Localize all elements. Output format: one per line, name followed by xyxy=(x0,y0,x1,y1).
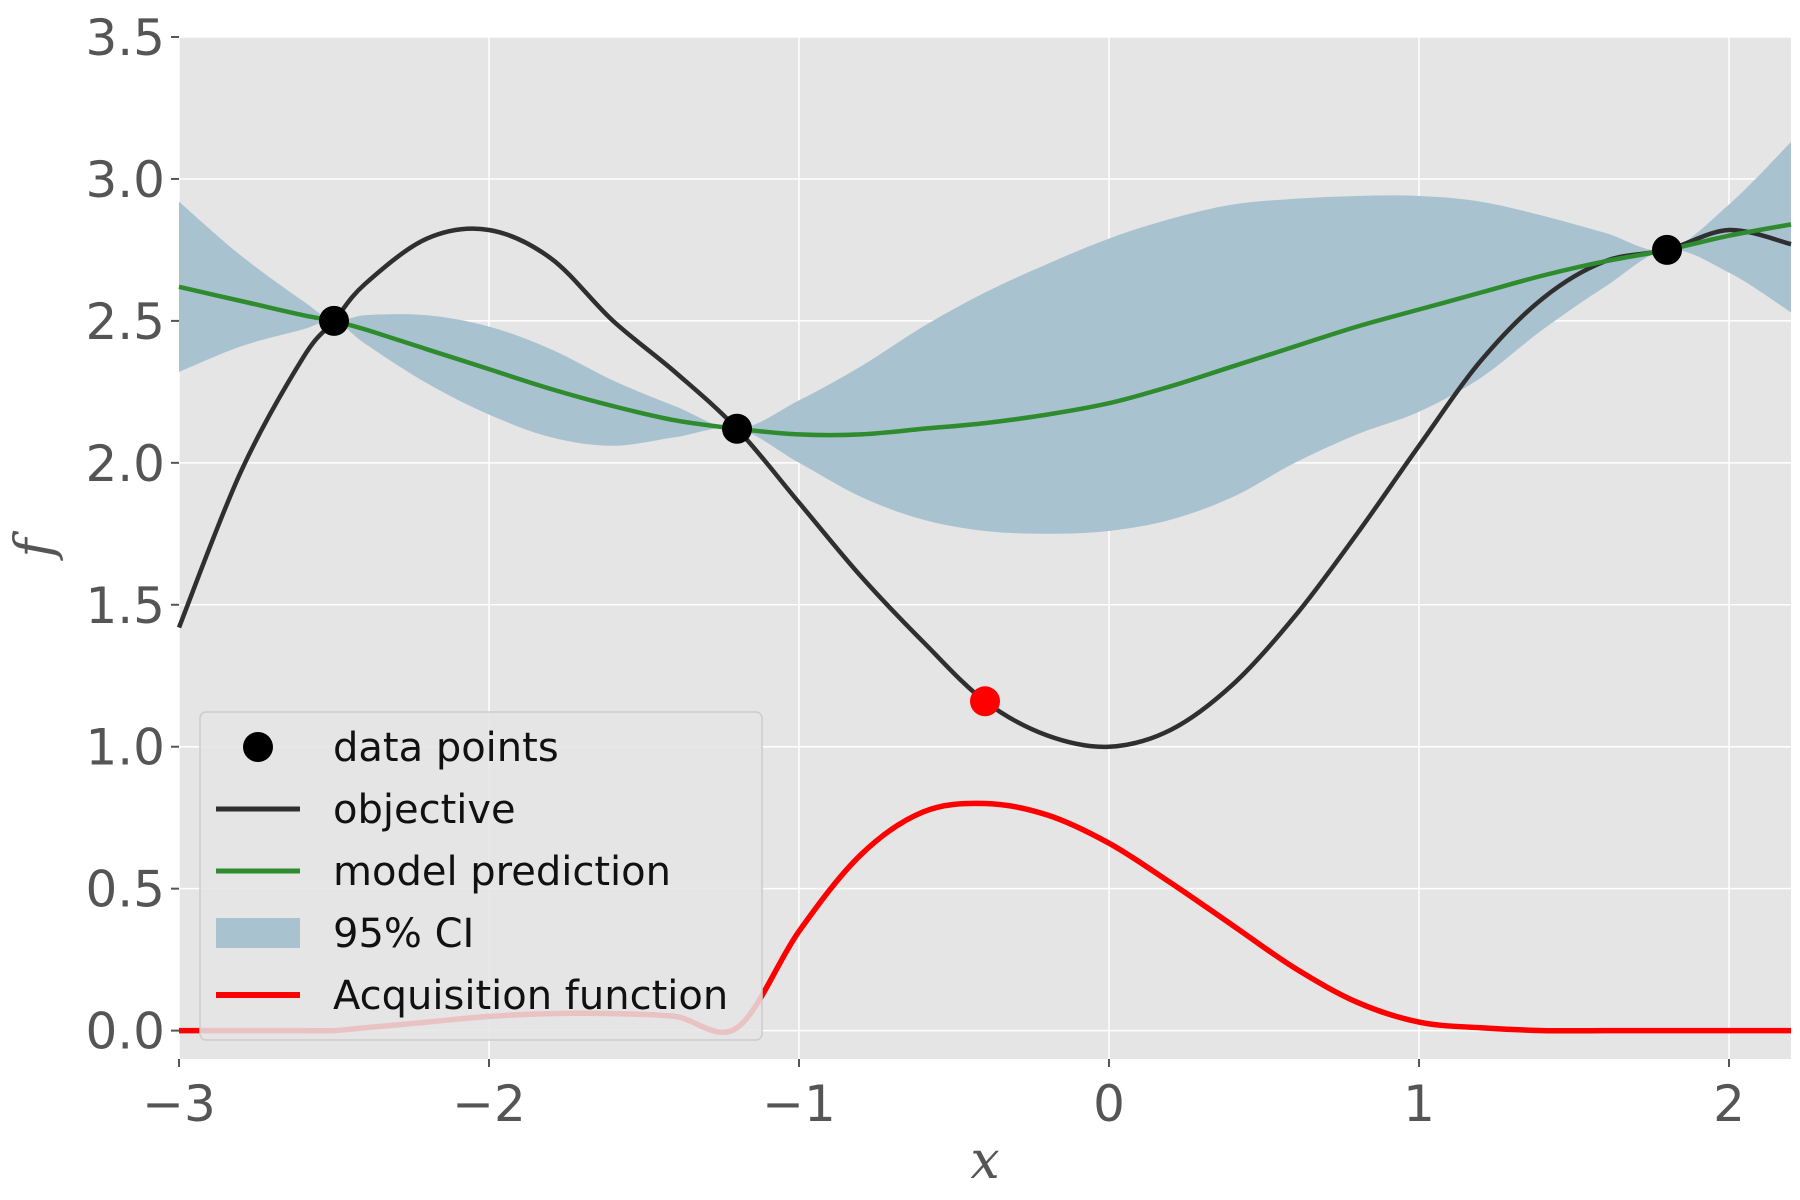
legend-marker-data-points xyxy=(243,732,273,762)
y-tick-label: 2.5 xyxy=(85,293,165,351)
y-tick-label: 2.0 xyxy=(85,435,165,493)
y-tick-layer: 0.0 0.5 1.0 1.5 2.0 2.5 3.0 3.5 xyxy=(85,9,179,1061)
next-point xyxy=(970,686,1000,717)
legend: data points objective model prediction 95% … xyxy=(199,711,763,1041)
x-tick-label: 1 xyxy=(1403,1075,1435,1133)
legend-label: objective xyxy=(333,787,516,833)
x-tick-label: −1 xyxy=(762,1075,836,1133)
objective-line xyxy=(176,226,1792,750)
y-axis-label: f xyxy=(5,531,65,562)
legend-label: data points xyxy=(333,725,559,771)
legend-label: 95% CI xyxy=(333,911,474,957)
data-point xyxy=(319,305,349,336)
x-axis-label: x xyxy=(970,1131,999,1191)
y-tick-label: 3.5 xyxy=(85,9,165,67)
data-point xyxy=(722,413,752,444)
x-tick-label: 0 xyxy=(1093,1075,1125,1133)
data-point xyxy=(1652,234,1682,265)
y-tick-label: 1.0 xyxy=(85,719,165,777)
legend-label: Acquisition function xyxy=(333,973,728,1019)
model-prediction-line xyxy=(178,222,1792,438)
legend-label: model prediction xyxy=(333,849,671,895)
x-tick-label: −2 xyxy=(452,1075,526,1133)
y-tick-label: 0.0 xyxy=(85,1003,165,1061)
points-layer xyxy=(319,234,1682,717)
legend-box xyxy=(199,711,763,1041)
ci-band xyxy=(179,142,1791,534)
x-tick-layer: −3 −2 −1 0 1 2 xyxy=(142,1059,1745,1133)
y-tick-label: 0.5 xyxy=(85,861,165,919)
legend-patch-ci xyxy=(216,918,300,948)
ci-band-layer xyxy=(179,142,1791,534)
y-tick-label: 1.5 xyxy=(85,577,165,635)
y-tick-label: 3.0 xyxy=(85,151,165,209)
x-tick-label: 2 xyxy=(1713,1075,1745,1133)
x-tick-label: −3 xyxy=(142,1075,216,1133)
